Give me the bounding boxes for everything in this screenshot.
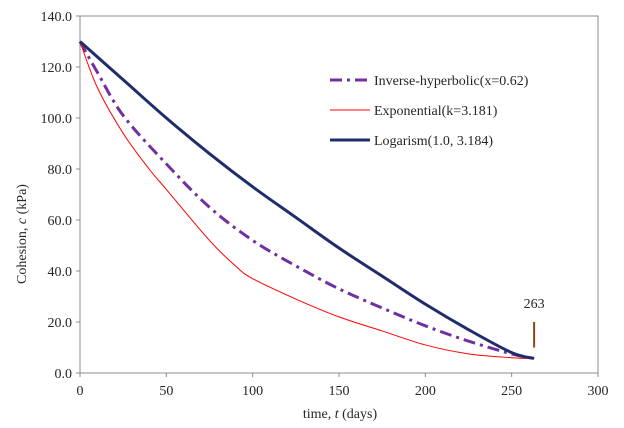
x-tick-label: 100 bbox=[242, 384, 263, 399]
y-tick-label: 140.0 bbox=[41, 10, 73, 25]
legend-item-exponential: Exponential(k=3.181) bbox=[330, 104, 498, 119]
plot-border bbox=[79, 15, 599, 374]
y-axis-label-prefix: Cohesion, bbox=[15, 224, 30, 284]
y-tick-label: 40.0 bbox=[48, 265, 73, 280]
x-axis-label-variable: t bbox=[335, 407, 340, 422]
y-tick-label: 80.0 bbox=[48, 163, 73, 178]
y-tick-label: 0.0 bbox=[55, 367, 73, 382]
legend: Inverse-hyperbolic(x=0.62) Exponential(k=… bbox=[330, 74, 529, 149]
x-axis-label: time, t (days) bbox=[303, 407, 378, 422]
y-axis-label: Cohesion, c (kPa) bbox=[15, 184, 30, 284]
y-axis: 0.0 20.0 40.0 60.0 80.0 100.0 120.0 140.0 bbox=[41, 10, 80, 382]
series-line-inverse-hyperbolic bbox=[78, 40, 535, 360]
x-axis: 0 50 100 150 200 250 300 bbox=[77, 373, 609, 399]
x-tick-label: 300 bbox=[588, 384, 609, 399]
legend-item-inverse-hyperbolic: Inverse-hyperbolic(x=0.62) bbox=[330, 74, 529, 89]
y-axis-label-variable: c bbox=[15, 217, 30, 224]
x-tick-label: 150 bbox=[329, 384, 350, 399]
y-tick-label: 100.0 bbox=[41, 112, 73, 127]
x-tick-label: 200 bbox=[415, 384, 436, 399]
series-line-logarism bbox=[79, 40, 535, 360]
legend-label: Exponential(k=3.181) bbox=[374, 104, 498, 119]
series-lines bbox=[78, 40, 535, 360]
series-line-exponential bbox=[79, 41, 535, 359]
annotation: 263 bbox=[524, 297, 545, 348]
y-axis-label-suffix: (kPa) bbox=[15, 184, 30, 218]
y-tick-label: 20.0 bbox=[48, 316, 73, 331]
legend-label: Inverse-hyperbolic(x=0.62) bbox=[374, 74, 529, 89]
y-tick-label: 60.0 bbox=[48, 214, 73, 229]
x-tick-label: 0 bbox=[77, 384, 84, 399]
plot-area bbox=[79, 15, 599, 374]
x-tick-label: 50 bbox=[159, 384, 173, 399]
y-tick-label: 120.0 bbox=[41, 61, 73, 76]
legend-item-logarism: Logarism(1.0, 3.184) bbox=[330, 134, 493, 149]
legend-label: Logarism(1.0, 3.184) bbox=[374, 134, 493, 149]
x-tick-label: 250 bbox=[501, 384, 522, 399]
annotation-label: 263 bbox=[524, 297, 545, 312]
x-axis-label-suffix: (days) bbox=[339, 407, 378, 422]
x-axis-label-prefix: time, bbox=[303, 407, 335, 422]
